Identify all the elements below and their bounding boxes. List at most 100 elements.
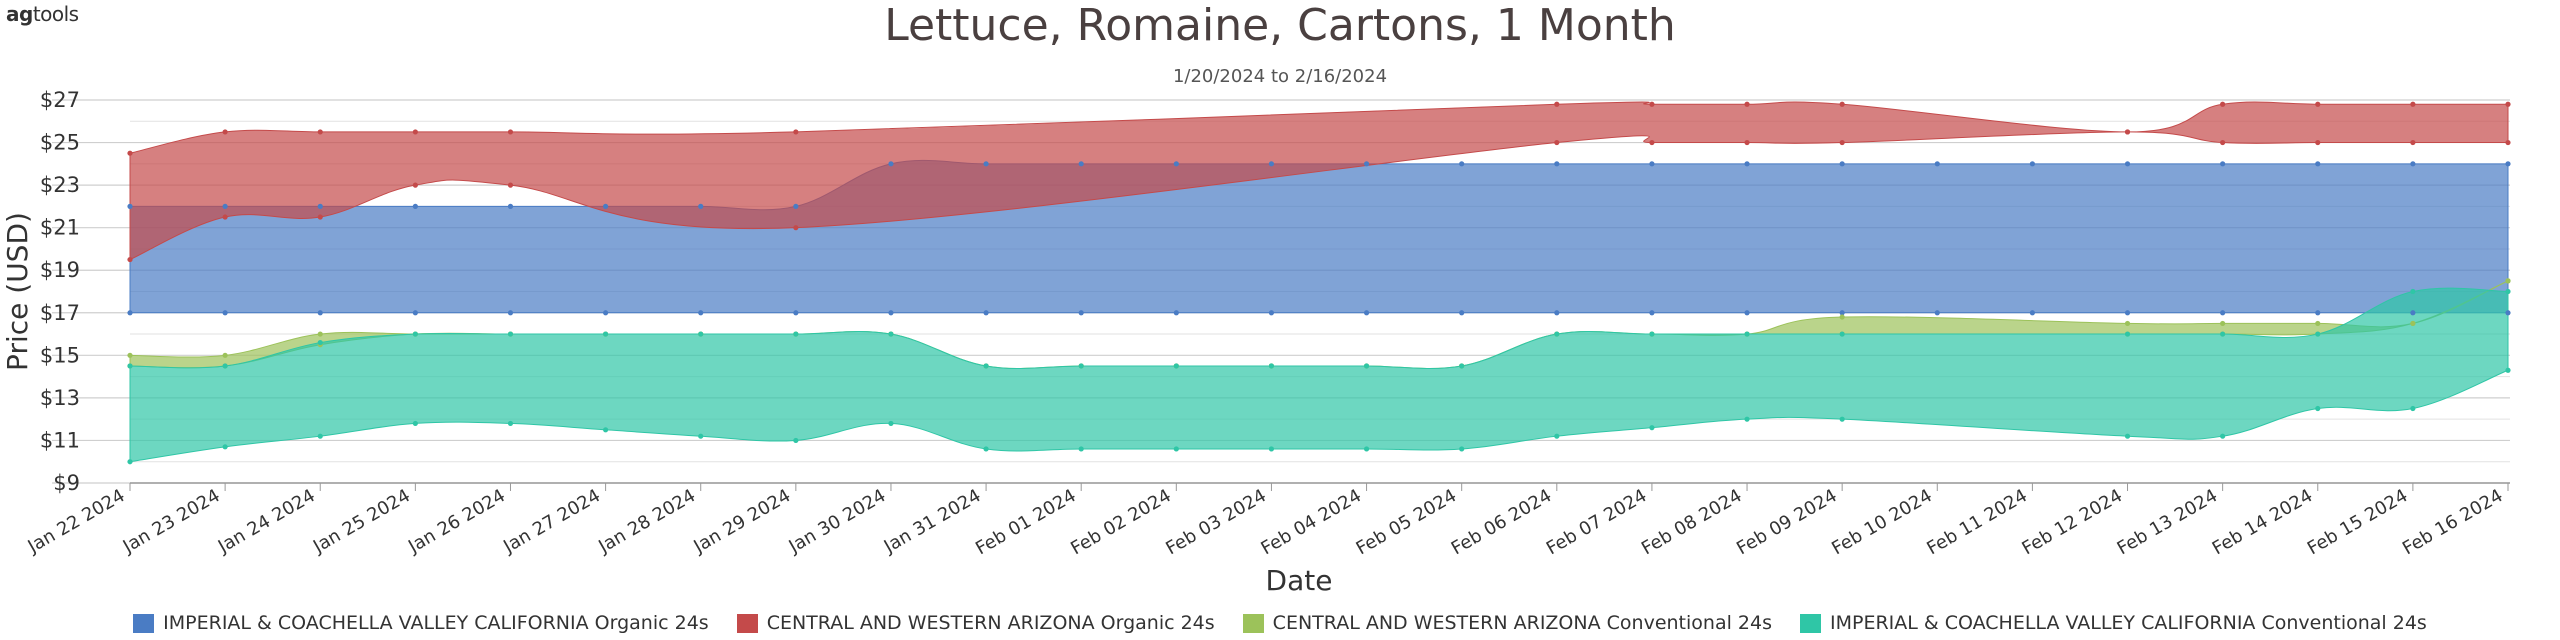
x-tick-label: Jan 26 2024 xyxy=(404,485,509,558)
x-tick-label: Feb 13 2024 xyxy=(2114,485,2222,559)
point-low xyxy=(1744,139,1750,146)
y-tick-label: $9 xyxy=(53,471,80,495)
point-high xyxy=(1934,161,1940,167)
chart-title: Lettuce, Romaine, Cartons, 1 Month xyxy=(884,0,1676,51)
y-tick-label: $27 xyxy=(40,88,80,112)
y-tick-label: $21 xyxy=(40,216,80,240)
point-low xyxy=(2505,310,2511,316)
point-low xyxy=(2315,310,2321,316)
point-high xyxy=(1839,331,1845,337)
legend-item-3[interactable]: CENTRAL AND WESTERN ARIZONA Conventional… xyxy=(1242,612,1772,634)
point-high xyxy=(2410,288,2416,295)
point-low xyxy=(793,225,799,231)
point-low xyxy=(2315,139,2321,146)
y-tick-label: $23 xyxy=(40,173,80,197)
x-tick-label: Jan 30 2024 xyxy=(785,485,890,558)
point-high xyxy=(1649,331,1655,337)
point-high xyxy=(507,203,514,209)
point-high xyxy=(983,363,989,369)
point-low xyxy=(317,310,323,316)
point-low xyxy=(507,310,514,316)
point-low xyxy=(1839,139,1845,146)
legend-swatch xyxy=(133,613,155,633)
point-low xyxy=(1744,416,1750,422)
point-high xyxy=(412,331,418,337)
point-high xyxy=(1268,161,1275,167)
point-low xyxy=(412,310,418,316)
point-low xyxy=(222,444,228,450)
point-low xyxy=(1268,310,1275,316)
point-high xyxy=(603,203,609,209)
point-low xyxy=(2410,310,2416,316)
point-low xyxy=(1839,310,1845,316)
point-high xyxy=(603,331,609,337)
point-low xyxy=(603,427,609,433)
point-low xyxy=(127,310,133,316)
point-low xyxy=(793,310,799,316)
point-high xyxy=(127,203,133,209)
point-low xyxy=(983,310,989,316)
point-low xyxy=(2124,433,2131,439)
x-axis-label: Date xyxy=(1266,564,1333,597)
point-high xyxy=(1173,161,1179,167)
point-low xyxy=(2410,139,2416,146)
point-low xyxy=(1554,310,1560,316)
point-low xyxy=(888,310,894,316)
point-high xyxy=(1459,161,1465,167)
point-low xyxy=(222,310,228,316)
point-high xyxy=(2220,101,2226,107)
point-low xyxy=(222,214,228,220)
point-high xyxy=(2410,161,2416,167)
x-tick-label: Jan 25 2024 xyxy=(309,485,414,558)
point-high xyxy=(1839,161,1845,167)
point-low xyxy=(1173,310,1179,316)
point-low xyxy=(1363,310,1370,316)
point-low xyxy=(983,446,989,452)
point-high xyxy=(2220,320,2226,327)
point-high xyxy=(793,203,799,209)
point-low xyxy=(698,433,704,439)
legend-swatch xyxy=(736,613,758,633)
y-tick-label: $17 xyxy=(40,301,80,325)
point-high xyxy=(1173,363,1179,369)
x-tick-label: Jan 28 2024 xyxy=(594,485,699,558)
point-low xyxy=(1363,446,1370,452)
point-low xyxy=(127,459,133,465)
point-high xyxy=(317,129,323,135)
point-high xyxy=(507,331,514,337)
point-high xyxy=(317,203,323,209)
point-low xyxy=(1839,416,1845,422)
x-tick-label: Jan 23 2024 xyxy=(119,485,224,558)
legend-item-2[interactable]: CENTRAL AND WESTERN ARIZONA Organic 24s xyxy=(736,612,1215,634)
point-low xyxy=(1649,425,1655,431)
point-high xyxy=(2505,101,2511,107)
point-high xyxy=(317,339,323,346)
point-low xyxy=(2505,278,2511,284)
series-points xyxy=(127,101,2511,465)
x-tick-label: Jan 24 2024 xyxy=(214,485,319,558)
point-low xyxy=(507,420,514,427)
legend-label: CENTRAL AND WESTERN ARIZONA Conventional… xyxy=(1272,612,1772,634)
point-low xyxy=(1554,139,1560,146)
point-low xyxy=(2124,310,2131,316)
point-high xyxy=(698,331,704,337)
point-high xyxy=(317,331,323,337)
point-high xyxy=(222,203,228,209)
legend-item-4[interactable]: IMPERIAL & COACHELLA VALLEY CALIFORNIA C… xyxy=(1799,612,2427,634)
x-tick-label: Jan 22 2024 xyxy=(24,485,129,558)
x-tick-label: Feb 12 2024 xyxy=(2018,485,2126,559)
point-low xyxy=(2410,320,2416,327)
point-high xyxy=(2124,320,2131,327)
legend-item-1[interactable]: IMPERIAL & COACHELLA VALLEY CALIFORNIA O… xyxy=(133,612,709,634)
price-chart: $9 $11 $13 $15 $17 $19 $21 $23 $25 $27 Jan 22 202… xyxy=(1,88,2511,597)
point-high xyxy=(222,352,228,358)
point-high xyxy=(888,331,894,337)
point-high xyxy=(1459,363,1465,369)
point-high xyxy=(793,129,799,135)
agtools-logo[interactable]: agtools xyxy=(6,2,79,26)
point-high xyxy=(222,363,228,369)
point-low xyxy=(1554,433,1560,439)
point-low xyxy=(412,420,418,427)
point-low xyxy=(2410,405,2416,412)
point-low xyxy=(2124,129,2131,135)
